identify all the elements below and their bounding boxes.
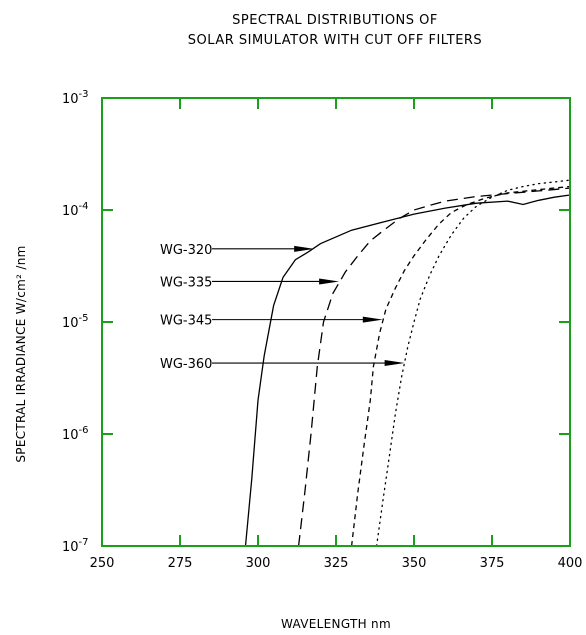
- series-line-wg-320: [244, 194, 571, 547]
- y-tick-label-0: 10-7: [62, 537, 89, 555]
- series-lines: [244, 179, 571, 547]
- y-tick-label-4: 10-3: [62, 89, 89, 107]
- y-tick-labels: 10-7 10-6 10-5 10-4 10-3: [62, 89, 89, 555]
- y-tick-label-1: 10-6: [62, 425, 89, 443]
- annotation-arrowhead-wg-335: [319, 278, 340, 285]
- annotation-arrowhead-wg-320: [294, 245, 315, 252]
- annotation-arrowhead-wg-345: [362, 316, 383, 323]
- annotation-label-wg-360: WG-360: [160, 357, 212, 372]
- series-annotations: WG-320 WG-335 WG-345 WG-360: [160, 243, 405, 372]
- x-tick-label-400: 400: [558, 556, 583, 571]
- annotation-label-wg-345: WG-345: [160, 314, 212, 329]
- y-tick-label-2: 10-5: [62, 313, 89, 331]
- x-tick-labels: 250 275 300 325 350 375 400: [90, 556, 583, 571]
- series-line-wg-345: [350, 185, 571, 547]
- x-axis-label: WAVELENGTH nm: [281, 617, 391, 631]
- plot-frame: [101, 97, 571, 547]
- series-line-wg-335: [297, 187, 571, 547]
- chart-title: SPECTRAL DISTRIBUTIONS OF SOLAR SIMULATO…: [188, 13, 482, 48]
- series-line-wg-360: [375, 179, 571, 547]
- y-axis-label: SPECTRAL IRRADIANCE W/cm² /nm: [14, 245, 28, 462]
- y-tick-label-3: 10-4: [62, 201, 89, 219]
- annotation-label-wg-335: WG-335: [160, 275, 212, 290]
- x-tick-label-350: 350: [402, 556, 427, 571]
- annotation-arrowhead-wg-360: [384, 360, 405, 367]
- x-tick-label-325: 325: [324, 556, 349, 571]
- x-tick-label-250: 250: [90, 556, 115, 571]
- annotation-label-wg-320: WG-320: [160, 243, 212, 258]
- x-tick-label-275: 275: [168, 556, 193, 571]
- chart-title-line-1: SPECTRAL DISTRIBUTIONS OF: [232, 13, 438, 28]
- x-tick-label-375: 375: [480, 556, 505, 571]
- chart-title-line-2: SOLAR SIMULATOR WITH CUT OFF FILTERS: [188, 33, 482, 48]
- x-tick-label-300: 300: [246, 556, 271, 571]
